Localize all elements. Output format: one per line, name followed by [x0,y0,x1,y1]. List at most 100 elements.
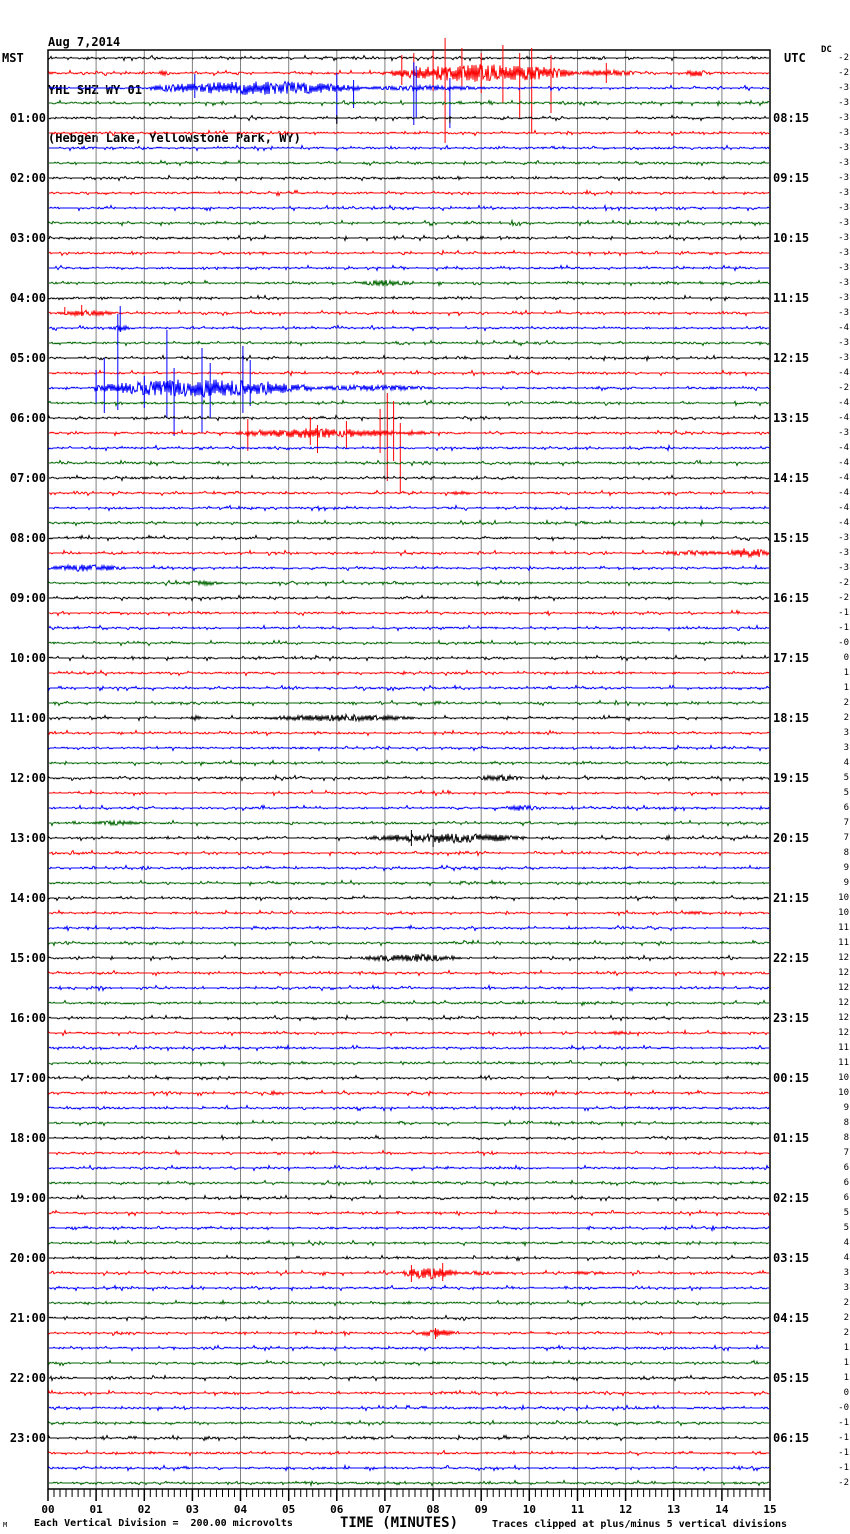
mst-hour-label: 22:00 [9,1371,46,1385]
watermark: M [3,1521,8,1529]
dc-offset-value: 0 [843,653,849,663]
dc-offset-value: -2 [838,383,849,393]
mst-hour-label: 04:00 [9,291,46,305]
dc-offset-value: -1 [838,1418,849,1428]
dc-offset-value: -3 [838,218,849,228]
dc-offset-value: 0 [843,1388,849,1398]
dc-offset-value: -4 [838,398,849,408]
dc-offset-value: 4 [843,758,849,768]
dc-offset-value: -4 [838,503,849,513]
dc-offset-value: -3 [838,203,849,213]
dc-offset-value: 10 [838,908,849,918]
utc-hour-label: 06:15 [773,1431,810,1445]
dc-offset-value: 8 [843,1133,849,1143]
dc-offset-value: 10 [838,1073,849,1083]
dc-offset-value: -4 [838,488,849,498]
dc-offset-value: 12 [838,953,849,963]
utc-hour-label: 18:15 [773,711,810,725]
dc-offset-value: 12 [838,1028,849,1038]
dc-offset-value: -4 [838,473,849,483]
dc-offset-value: -3 [838,248,849,258]
x-tick-label: 13 [667,1503,681,1516]
x-tick-label: 12 [618,1503,633,1516]
utc-hour-label: 23:15 [773,1011,810,1025]
dc-offset-value: -4 [838,518,849,528]
x-tick-label: 04 [233,1503,248,1516]
mst-hour-label: 03:00 [9,231,46,245]
dc-offset-value: 5 [843,1223,849,1233]
dc-offset-value: -3 [838,263,849,273]
dc-offset-value: -0 [838,1403,849,1413]
dc-offset-value: 2 [843,1328,849,1338]
mst-hour-label: 20:00 [9,1251,46,1265]
dc-offset-value: 6 [843,1178,849,1188]
dc-offset-value: -3 [838,278,849,288]
dc-offset-value: 4 [843,1238,849,1248]
dc-offset-value: 9 [843,878,849,888]
utc-hour-label: 02:15 [773,1191,810,1205]
dc-offset-value: 11 [838,1058,849,1068]
x-tick-label: 05 [282,1503,296,1516]
mst-hour-label: 21:00 [9,1311,46,1325]
clip-note: Traces clipped at plus/minus 5 vertical … [492,1519,788,1530]
dc-offset-value: 1 [843,1358,849,1368]
right-timezone-label: UTC [784,51,806,65]
mst-hour-label: 09:00 [9,591,46,605]
dc-offset-value: 7 [843,1148,849,1158]
dc-offset-value: 6 [843,1193,849,1203]
dc-offset-value: 12 [838,968,849,978]
dc-offset-value: 10 [838,893,849,903]
dc-offset-value: 5 [843,773,849,783]
dc-offset-value: -3 [838,233,849,243]
dc-offset-value: -3 [838,548,849,558]
dc-offset-value: 9 [843,863,849,873]
x-tick-label: 03 [185,1503,200,1516]
utc-hour-label: 12:15 [773,351,810,365]
dc-offset-value: 8 [843,848,849,858]
dc-offset-value: -3 [838,353,849,363]
dc-offset-value: 1 [843,1373,849,1383]
dc-offset-value: -4 [838,413,849,423]
utc-hour-label: 19:15 [773,771,810,785]
dc-offset-value: 3 [843,743,849,753]
utc-hour-label: 15:15 [773,531,810,545]
mst-hour-label: 06:00 [9,411,46,425]
mst-hour-label: 18:00 [9,1131,46,1145]
dc-offset-value: 2 [843,713,849,723]
x-tick-label: 14 [715,1503,729,1516]
dc-offset-value: -3 [838,113,849,123]
x-tick-label: 15 [763,1503,777,1516]
dc-offset-value: -0 [838,638,849,648]
dc-offset-value: -3 [838,428,849,438]
dc-offset-value: 1 [843,683,849,693]
utc-hour-label: 03:15 [773,1251,810,1265]
scale-note: Each Vertical Division = 200.00 microvol… [34,1518,293,1529]
mst-hour-label: 08:00 [9,531,46,545]
dc-offset-value: 4 [843,1253,849,1263]
title-block: Aug 7,2014 YHL SHZ WY 01 (Hebgen Lake, Y… [48,2,301,178]
mst-hour-label: 11:00 [9,711,46,725]
dc-offset-value: -3 [838,293,849,303]
dc-offset-value: 8 [843,1118,849,1128]
mst-hour-label: 19:00 [9,1191,46,1205]
dc-offset-value: -3 [838,143,849,153]
dc-offset-value: 12 [838,1013,849,1023]
title-date: Aug 7,2014 [48,35,121,49]
dc-offset-value: -3 [838,188,849,198]
dc-offset-value: 6 [843,803,849,813]
dc-offset-value: 3 [843,1268,849,1278]
utc-hour-label: 14:15 [773,471,810,485]
dc-offset-value: -4 [838,458,849,468]
dc-offset-value: 11 [838,1043,849,1053]
dc-offset-value: -1 [838,1463,849,1473]
title-station: YHL SHZ WY 01 [48,83,142,97]
title-location: (Hebgen Lake, Yellowstone Park, WY) [48,131,301,145]
dc-offset-value: -3 [838,563,849,573]
utc-hour-label: 10:15 [773,231,810,245]
dc-offset-value: 7 [843,833,849,843]
dc-offset-value: 3 [843,728,849,738]
dc-offset-header: DC [821,45,832,55]
dc-offset-value: -3 [838,128,849,138]
dc-offset-value: 11 [838,923,849,933]
